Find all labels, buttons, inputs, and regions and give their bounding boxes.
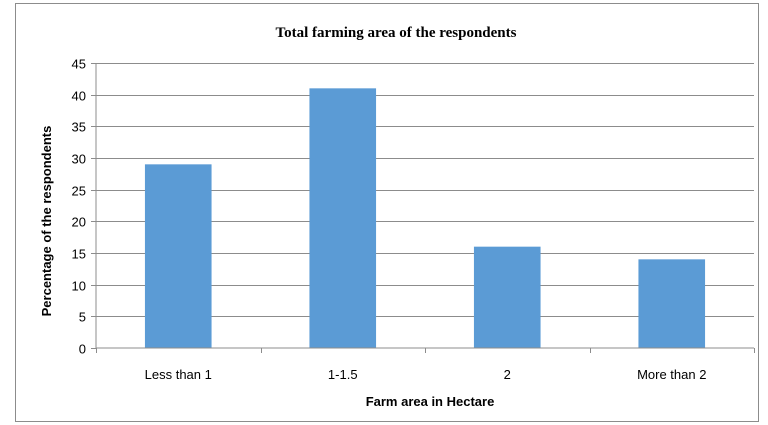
x-axis-title: Farm area in Hectare — [366, 394, 495, 409]
y-axis-ticks: 0 5 10 15 20 25 30 35 40 45 — [72, 57, 86, 357]
y-tick-label: 20 — [72, 215, 86, 230]
bar — [309, 88, 377, 348]
x-tick-label: 2 — [504, 367, 511, 382]
chart-border — [15, 3, 759, 422]
bar — [144, 164, 212, 348]
y-tick-label: 0 — [79, 342, 86, 357]
x-tick-label: More than 2 — [637, 367, 706, 382]
y-tick-label: 30 — [72, 152, 86, 167]
x-tick-label: 1-1.5 — [328, 367, 358, 382]
y-tick-label: 45 — [72, 57, 86, 72]
y-tick-label: 10 — [72, 279, 86, 294]
y-tick-label: 40 — [72, 89, 86, 104]
y-tick-label: 5 — [79, 310, 86, 325]
chart-title: Total farming area of the respondents — [276, 25, 517, 41]
y-axis-title: Percentage of the respondents — [39, 126, 54, 317]
bar — [638, 259, 706, 348]
x-tick-label: Less than 1 — [145, 367, 212, 382]
y-tick-label: 15 — [72, 247, 86, 262]
y-tick-label: 35 — [72, 120, 86, 135]
bar — [473, 246, 541, 348]
x-axis-ticks: Less than 1 1-1.5 2 More than 2 — [96, 348, 755, 382]
bars — [144, 88, 706, 348]
y-tick-label: 25 — [72, 184, 86, 199]
